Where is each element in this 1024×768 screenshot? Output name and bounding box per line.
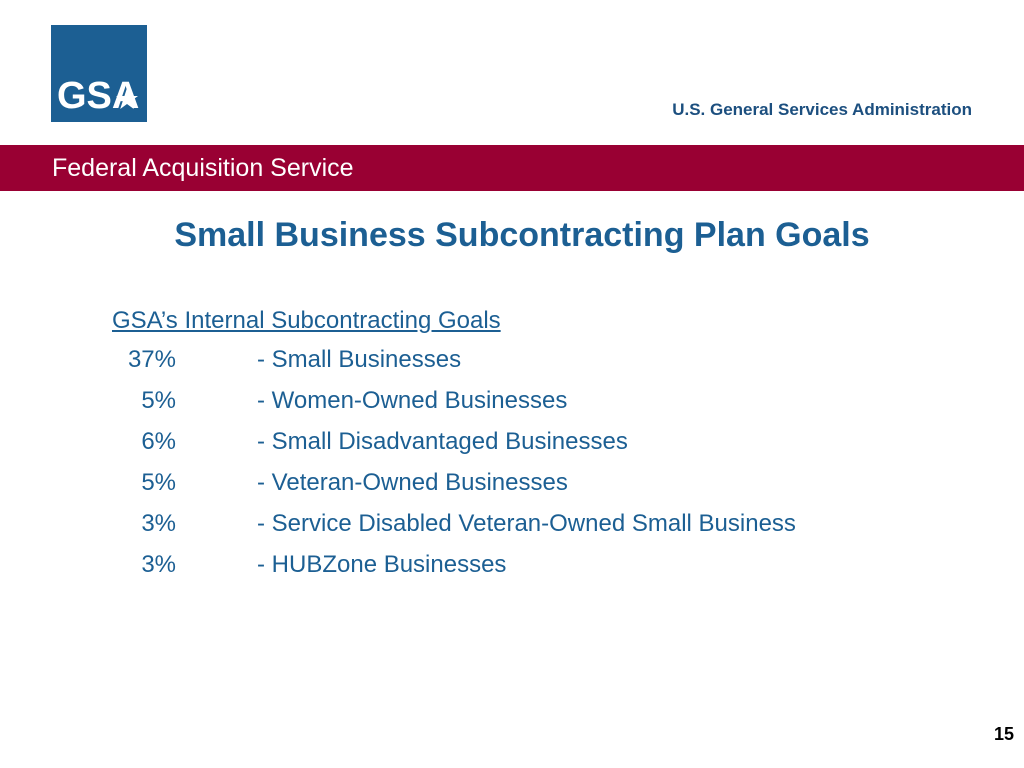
goal-percent: 6% xyxy=(141,428,176,455)
goal-row: 3% - Service Disabled Veteran-Owned Smal… xyxy=(112,510,932,551)
goal-row: 5% - Women-Owned Businesses xyxy=(112,387,932,428)
agency-name: U.S. General Services Administration xyxy=(672,100,972,119)
goal-row: 3% - HUBZone Businesses xyxy=(112,551,932,592)
logo-text: GSA xyxy=(57,75,139,117)
goal-row: 37% - Small Businesses xyxy=(112,346,932,387)
goal-percent: 5% xyxy=(141,387,176,414)
goals-list: 37% - Small Businesses 5% - Women-Owned … xyxy=(112,346,932,592)
goal-label: - Service Disabled Veteran-Owned Small B… xyxy=(257,510,796,537)
goal-percent: 3% xyxy=(141,510,176,537)
service-banner: Federal Acquisition Service xyxy=(0,145,1024,191)
goal-row: 5% - Veteran-Owned Businesses xyxy=(112,469,932,510)
goal-label: - Small Businesses xyxy=(257,346,462,373)
goals-subheading: GSA’s Internal Subcontracting Goals xyxy=(112,307,501,334)
goal-percent: 3% xyxy=(141,551,176,578)
goal-label: - Veteran-Owned Businesses xyxy=(257,469,568,496)
goal-label: - Small Disadvantaged Businesses xyxy=(257,428,628,455)
gsa-star-logo-icon: GSA xyxy=(51,25,147,122)
goal-percent: 5% xyxy=(141,469,176,496)
service-name: Federal Acquisition Service xyxy=(52,154,354,182)
gsa-logo: GSA xyxy=(51,25,147,122)
page-number: 15 xyxy=(993,724,1014,744)
goal-label: - HUBZone Businesses xyxy=(257,551,507,578)
goal-label: - Women-Owned Businesses xyxy=(257,387,568,414)
goal-row: 6% - Small Disadvantaged Businesses xyxy=(112,428,932,469)
slide-title: Small Business Subcontracting Plan Goals xyxy=(174,216,870,254)
goal-percent: 37% xyxy=(127,346,176,373)
